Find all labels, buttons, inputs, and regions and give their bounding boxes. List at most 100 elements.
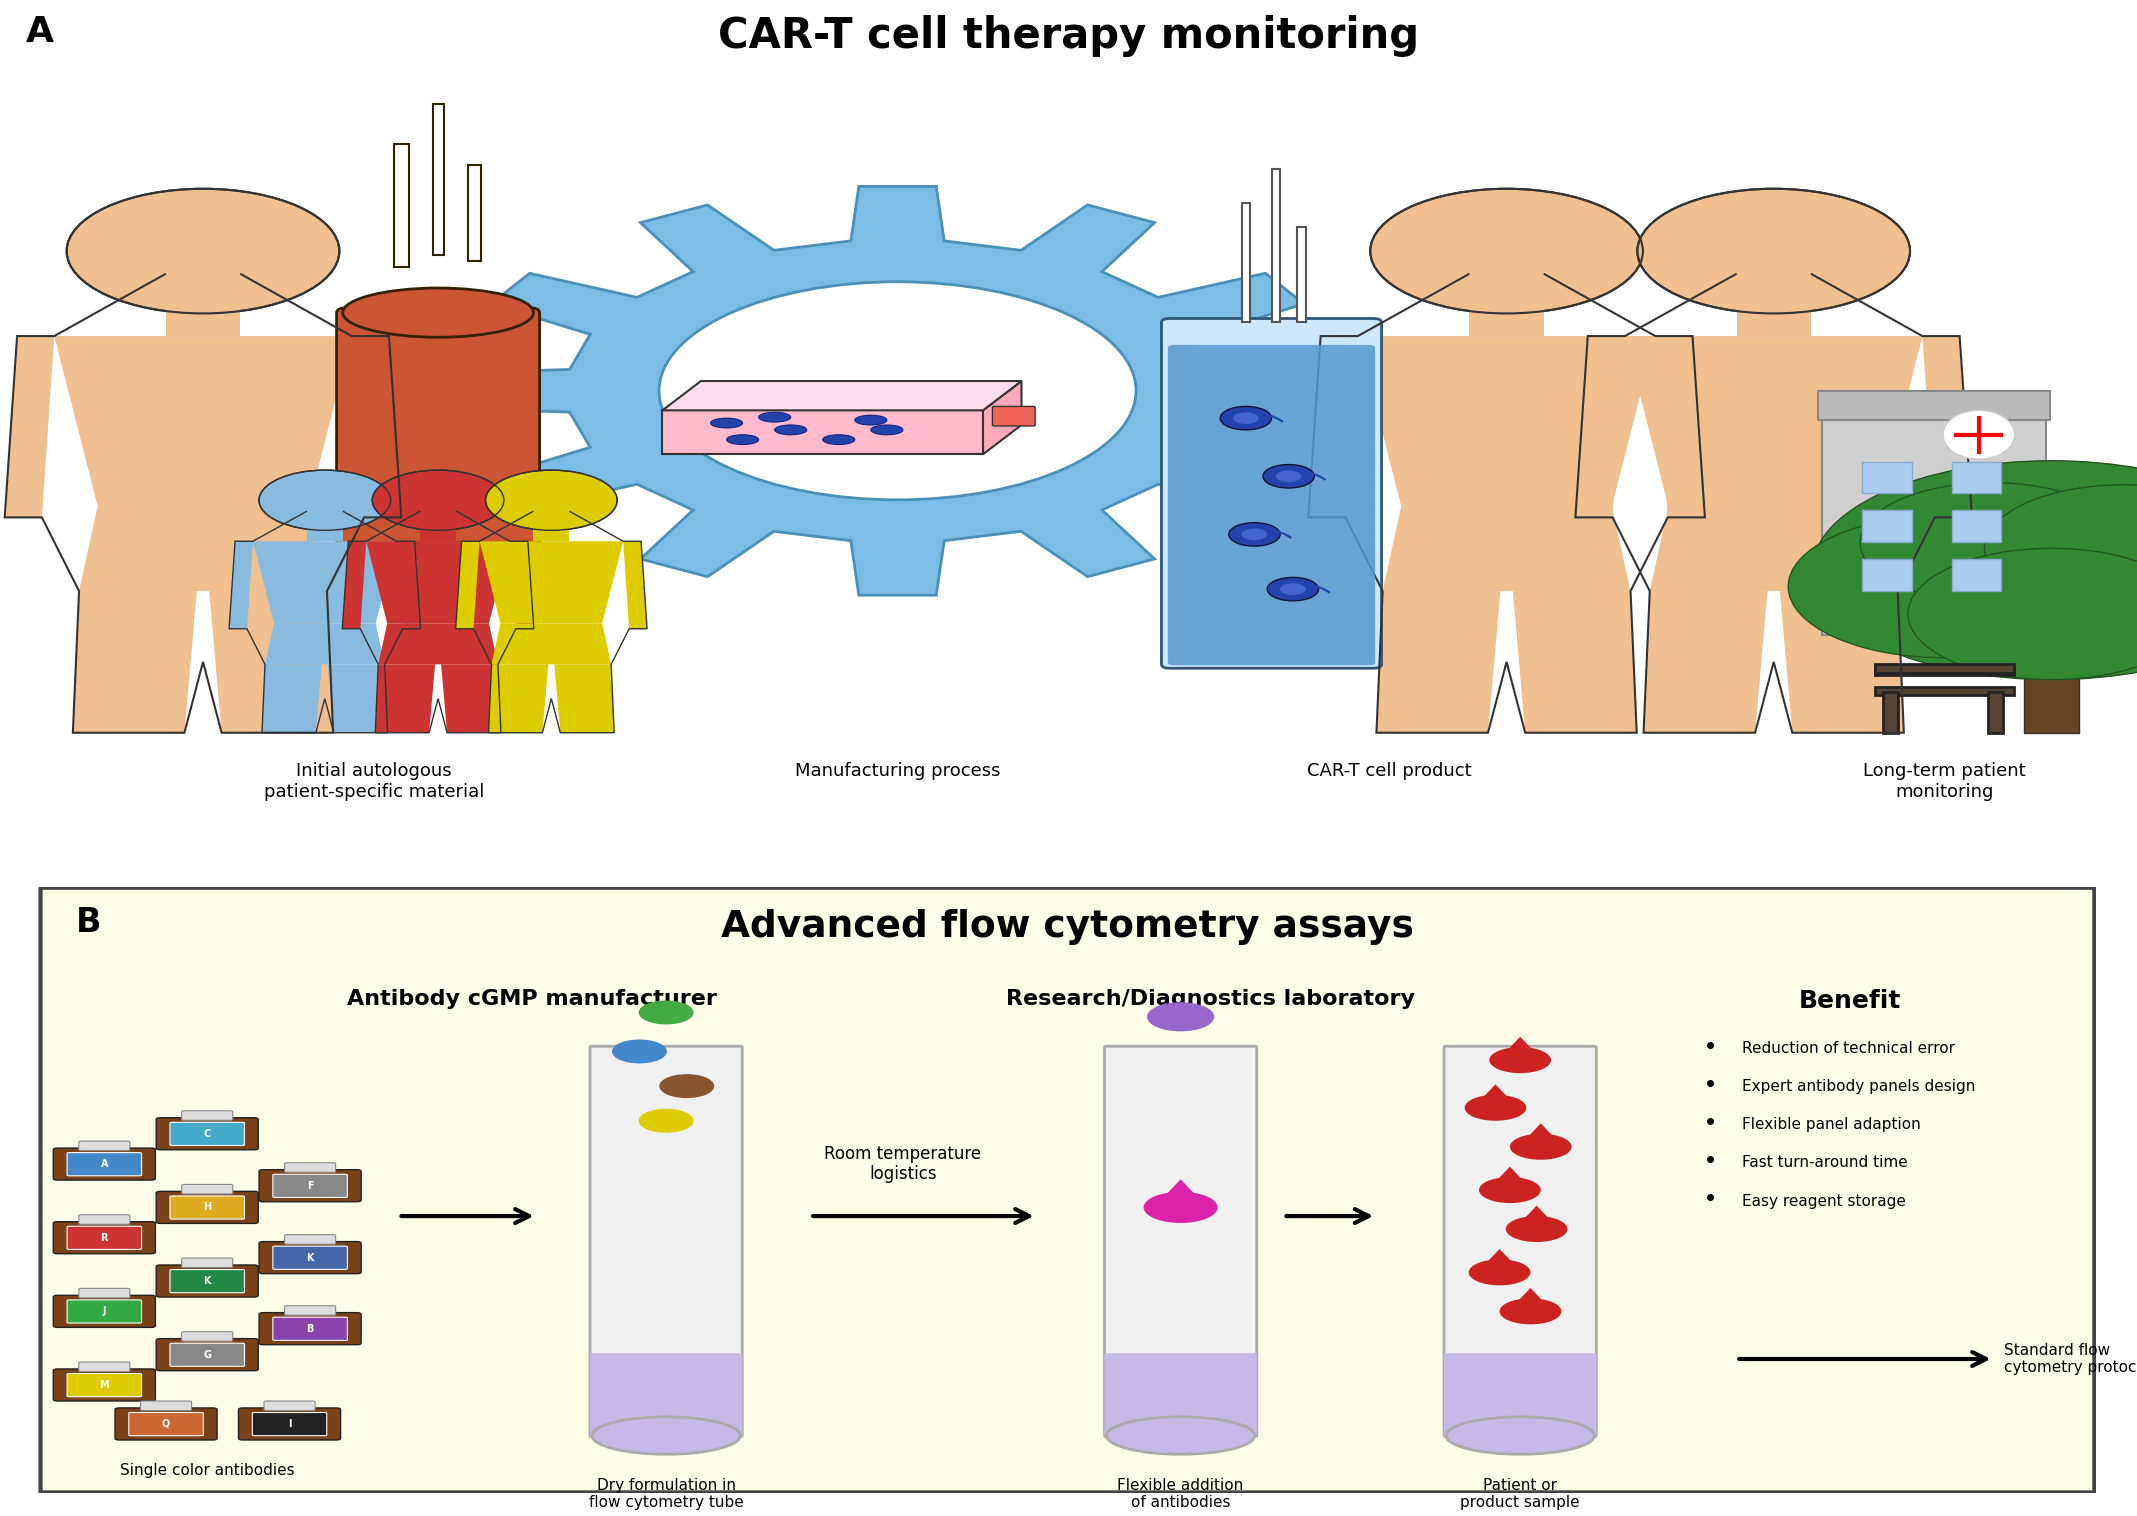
Bar: [1951, 559, 2002, 591]
Circle shape: [1859, 482, 2124, 603]
Text: Flexible panel adaption: Flexible panel adaption: [1742, 1117, 1921, 1132]
Circle shape: [1985, 485, 2137, 612]
FancyBboxPatch shape: [1167, 344, 1376, 666]
Circle shape: [1500, 1298, 1562, 1325]
Polygon shape: [1477, 1084, 1513, 1104]
Circle shape: [1507, 1216, 1569, 1242]
FancyBboxPatch shape: [284, 1234, 336, 1245]
FancyBboxPatch shape: [66, 1299, 141, 1323]
Circle shape: [613, 1040, 667, 1063]
Text: K: K: [306, 1252, 314, 1263]
Polygon shape: [1376, 591, 1500, 732]
Polygon shape: [252, 541, 397, 623]
Bar: [2024, 638, 2079, 732]
Polygon shape: [53, 337, 353, 506]
Text: Easy reagent storage: Easy reagent storage: [1742, 1193, 1906, 1208]
Circle shape: [1276, 470, 1301, 482]
Polygon shape: [378, 623, 498, 664]
FancyBboxPatch shape: [156, 1264, 259, 1298]
Text: H: H: [203, 1202, 212, 1213]
Text: Antibody cGMP manufacturer: Antibody cGMP manufacturer: [346, 988, 718, 1010]
Polygon shape: [553, 664, 613, 732]
Circle shape: [1233, 412, 1259, 424]
FancyBboxPatch shape: [590, 1354, 742, 1437]
Text: Patient or
product sample: Patient or product sample: [1460, 1478, 1579, 1510]
Polygon shape: [1513, 1289, 1549, 1307]
FancyBboxPatch shape: [171, 1196, 244, 1219]
Text: Benefit: Benefit: [1797, 988, 1900, 1013]
Text: Advanced flow cytometry assays: Advanced flow cytometry assays: [720, 908, 1415, 944]
FancyBboxPatch shape: [992, 406, 1034, 426]
Bar: [1876, 687, 2015, 696]
Polygon shape: [492, 623, 611, 664]
Circle shape: [485, 470, 618, 531]
Circle shape: [1489, 1048, 1551, 1073]
FancyBboxPatch shape: [284, 1163, 336, 1172]
FancyBboxPatch shape: [53, 1369, 156, 1401]
Circle shape: [660, 1075, 714, 1098]
Ellipse shape: [1943, 411, 2015, 459]
Ellipse shape: [592, 1417, 739, 1454]
Ellipse shape: [1447, 1417, 1594, 1454]
Polygon shape: [511, 541, 534, 629]
Circle shape: [1143, 1192, 1218, 1223]
FancyBboxPatch shape: [274, 1317, 348, 1340]
Bar: [1876, 664, 2015, 673]
Text: A: A: [100, 1160, 109, 1169]
Polygon shape: [455, 541, 479, 629]
Ellipse shape: [823, 435, 855, 444]
Polygon shape: [327, 664, 387, 732]
Ellipse shape: [1107, 1417, 1254, 1454]
Text: G: G: [203, 1349, 212, 1360]
FancyBboxPatch shape: [53, 1222, 156, 1254]
FancyBboxPatch shape: [79, 1214, 130, 1225]
Polygon shape: [342, 541, 365, 629]
Ellipse shape: [759, 412, 791, 421]
FancyBboxPatch shape: [259, 1242, 361, 1273]
Circle shape: [1148, 1004, 1214, 1031]
Polygon shape: [1575, 337, 1624, 517]
Bar: [1876, 667, 2015, 675]
Text: R: R: [100, 1233, 109, 1243]
Text: Research/Diagnostics laboratory: Research/Diagnostics laboratory: [1007, 988, 1415, 1010]
Polygon shape: [1357, 337, 1656, 506]
Circle shape: [372, 470, 504, 531]
Polygon shape: [1517, 1205, 1556, 1225]
FancyBboxPatch shape: [79, 1142, 130, 1151]
Circle shape: [1479, 1176, 1541, 1204]
FancyBboxPatch shape: [1445, 1046, 1596, 1437]
Polygon shape: [265, 623, 385, 664]
Text: Reduction of technical error: Reduction of technical error: [1742, 1041, 1955, 1057]
Text: K: K: [203, 1276, 212, 1286]
Bar: [1951, 511, 2002, 543]
FancyBboxPatch shape: [284, 1305, 336, 1316]
FancyBboxPatch shape: [1105, 1354, 1257, 1437]
Polygon shape: [1656, 337, 1705, 517]
Polygon shape: [365, 541, 511, 623]
Circle shape: [639, 1001, 692, 1023]
FancyBboxPatch shape: [182, 1111, 233, 1120]
Text: Room temperature
logistics: Room temperature logistics: [825, 1145, 981, 1184]
Text: I: I: [288, 1419, 291, 1430]
Circle shape: [1637, 190, 1910, 314]
Polygon shape: [489, 664, 549, 732]
Polygon shape: [353, 337, 402, 517]
Circle shape: [1242, 529, 1267, 540]
FancyBboxPatch shape: [171, 1122, 244, 1146]
Polygon shape: [624, 541, 648, 629]
Bar: [534, 508, 568, 541]
Bar: [1272, 168, 1280, 323]
Polygon shape: [662, 411, 983, 455]
FancyBboxPatch shape: [239, 1408, 340, 1440]
FancyBboxPatch shape: [41, 888, 2094, 1492]
Text: B: B: [306, 1323, 314, 1334]
Polygon shape: [1308, 337, 1357, 517]
Text: F: F: [308, 1181, 314, 1190]
FancyBboxPatch shape: [66, 1226, 141, 1249]
FancyBboxPatch shape: [259, 1313, 361, 1345]
Polygon shape: [1522, 1123, 1560, 1143]
Polygon shape: [1780, 591, 1904, 732]
Circle shape: [1370, 190, 1643, 314]
FancyBboxPatch shape: [156, 1117, 259, 1149]
FancyBboxPatch shape: [156, 1192, 259, 1223]
